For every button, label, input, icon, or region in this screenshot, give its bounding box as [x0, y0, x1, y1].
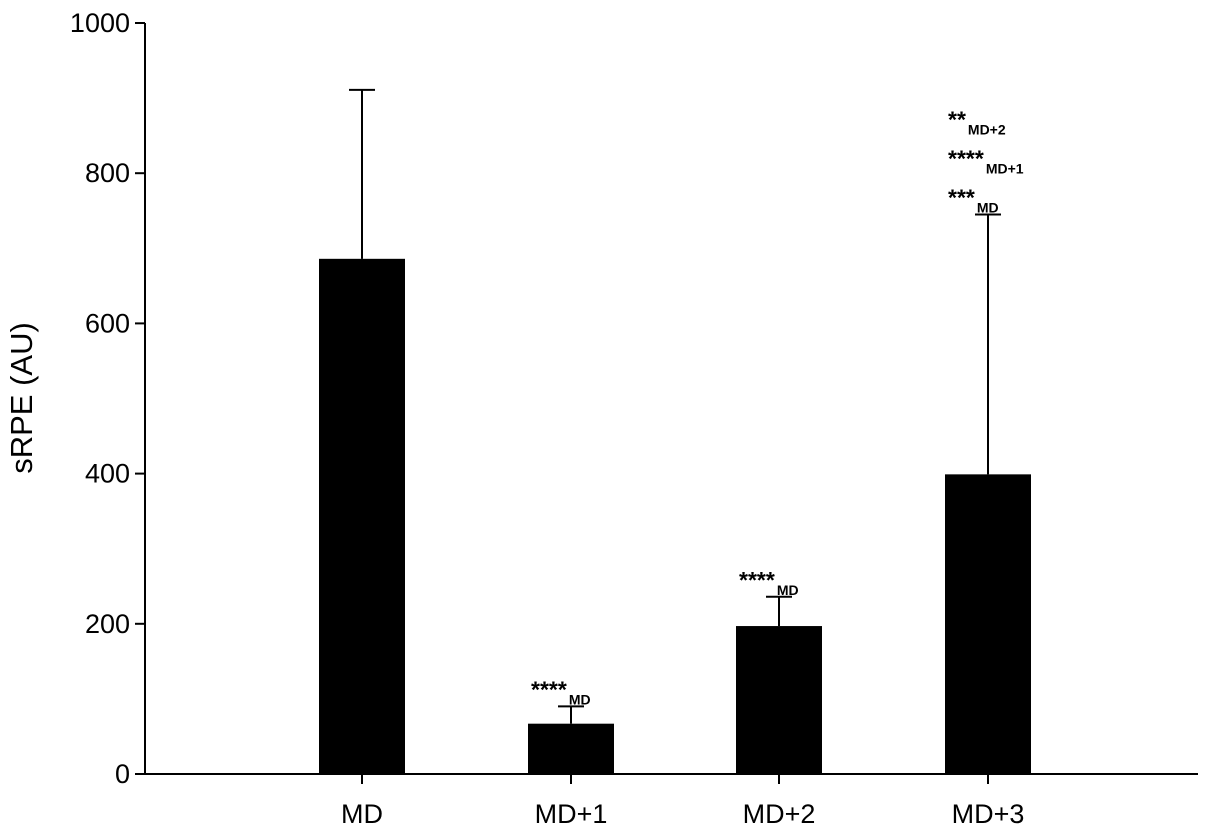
significance-label: **** MD+1 [948, 146, 1024, 177]
y-tick-label: 200 [85, 609, 130, 639]
significance-stars: **** [739, 567, 775, 593]
significance-label: *** MD [948, 185, 999, 216]
significance-reference: MD [569, 691, 591, 707]
x-tick-label: MD+3 [952, 799, 1025, 829]
y-tick-label: 800 [85, 158, 130, 188]
significance-reference: MD [977, 200, 999, 216]
y-tick-label: 400 [85, 459, 130, 489]
significance-reference: MD+1 [986, 161, 1024, 177]
significance-stars: **** [948, 146, 984, 172]
significance-reference: MD+2 [968, 122, 1006, 138]
significance-label: **** MD [531, 676, 591, 707]
y-axis: 0 200 400 600 800 1000 [70, 8, 146, 789]
x-tick-label: MD+2 [743, 799, 816, 829]
bars [319, 258, 1031, 775]
error-bars [349, 88, 1001, 724]
x-tick-label: MD [341, 799, 383, 829]
x-axis: MD MD+1 MD+2 MD+3 [145, 773, 1198, 829]
significance-stars: *** [948, 185, 975, 211]
y-tick-label: 0 [115, 759, 130, 789]
bar [319, 258, 405, 775]
bar [945, 474, 1031, 774]
bar [736, 626, 822, 774]
significance-stars: **** [531, 676, 567, 702]
y-axis-label: sRPE (AU) [4, 322, 39, 474]
significance-annotations: **** MD**** MD*** MD**** MD+1** MD+2 [531, 107, 1024, 708]
y-tick-label: 600 [85, 308, 130, 338]
significance-label: **** MD [739, 567, 799, 598]
significance-stars: ** [948, 107, 966, 133]
x-tick-label: MD+1 [535, 799, 608, 829]
significance-label: ** MD+2 [948, 107, 1006, 138]
significance-reference: MD [777, 582, 799, 598]
bar [528, 723, 614, 774]
y-tick-label: 1000 [70, 8, 130, 38]
